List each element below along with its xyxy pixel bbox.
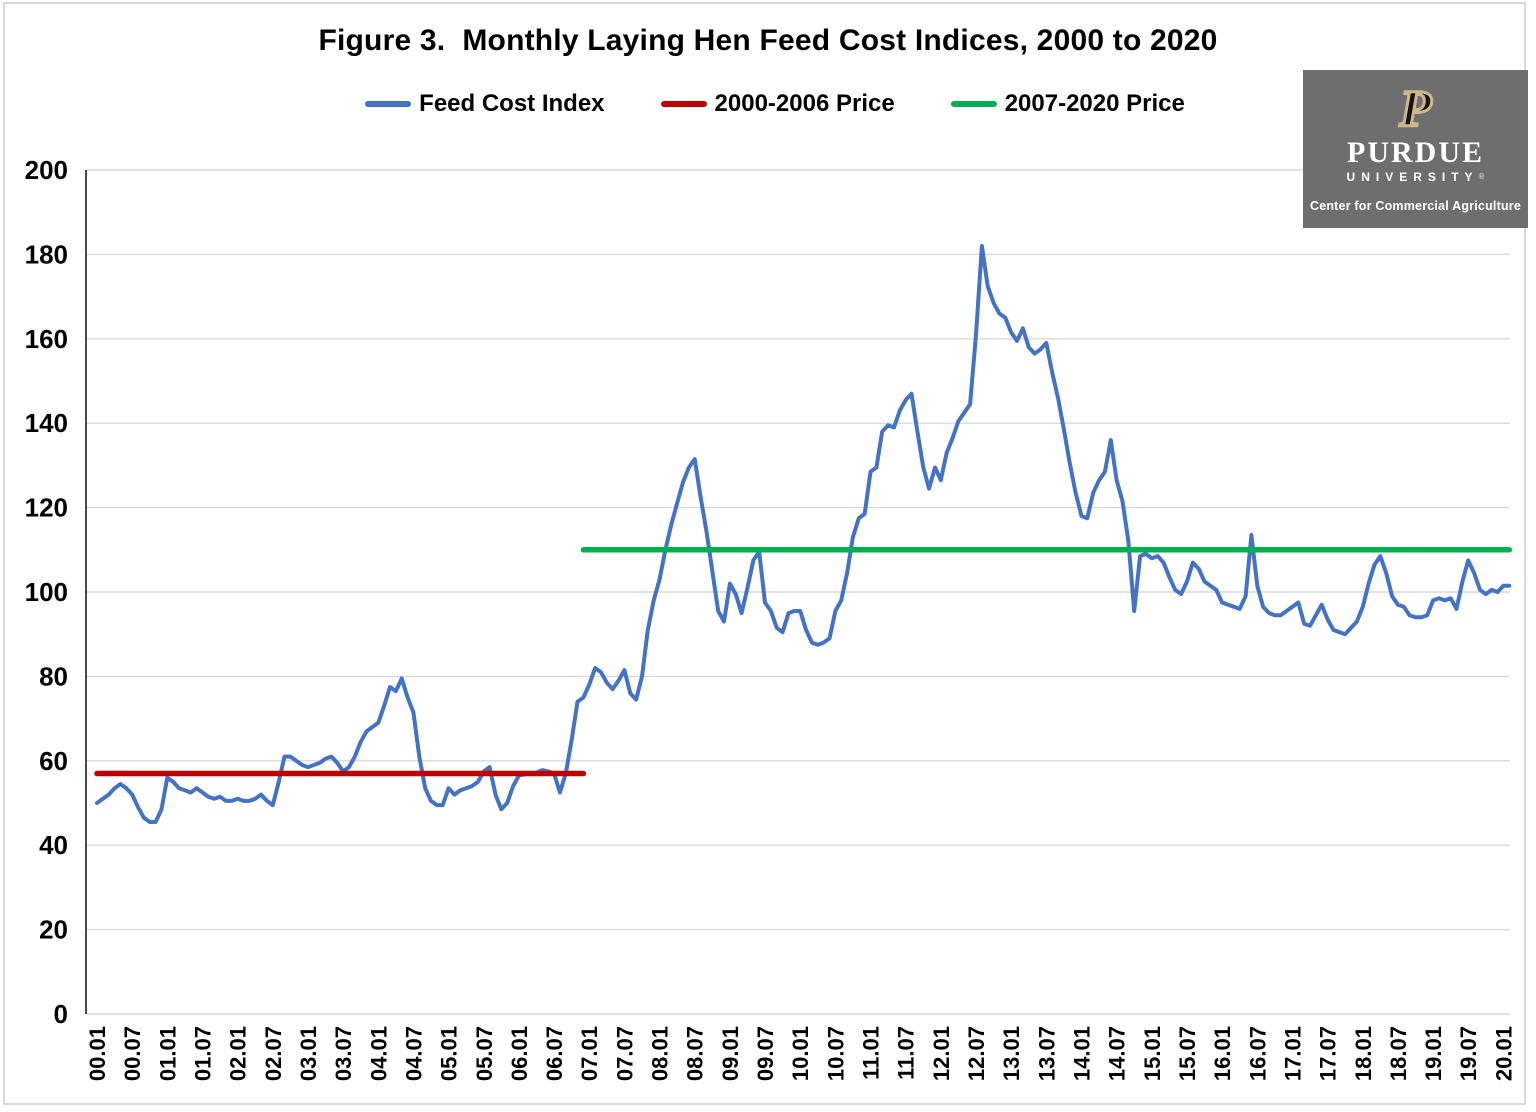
- x-tick-label: 00.01: [85, 1026, 110, 1081]
- y-tick-label: 0: [54, 999, 68, 1029]
- x-tick-label: 07.07: [612, 1026, 637, 1081]
- y-tick-label: 60: [39, 746, 68, 776]
- x-tick-label: 09.07: [753, 1026, 778, 1081]
- x-tick-label: 14.01: [1070, 1026, 1095, 1081]
- x-tick-label: 17.07: [1316, 1026, 1341, 1081]
- x-tick-label: 15.01: [1140, 1026, 1165, 1081]
- x-tick-label: 10.07: [823, 1026, 848, 1081]
- x-tick-label: 12.07: [964, 1026, 989, 1081]
- x-tick-label: 06.01: [507, 1026, 532, 1081]
- y-tick-label: 40: [39, 830, 68, 860]
- purdue-p-icon: P: [1398, 81, 1433, 138]
- x-tick-label: 19.01: [1421, 1026, 1446, 1081]
- x-tick-label: 19.07: [1456, 1026, 1481, 1081]
- y-tick-label: 200: [25, 155, 68, 185]
- chart-border: [3, 2, 1526, 1105]
- x-tick-label: 03.01: [296, 1026, 321, 1081]
- purdue-university-text: UNIVERSITY®: [1346, 170, 1485, 184]
- x-tick-label: 17.01: [1280, 1026, 1305, 1081]
- y-tick-label: 140: [25, 408, 68, 438]
- x-tick-label: 20.01: [1491, 1026, 1516, 1081]
- x-tick-label: 10.01: [788, 1026, 813, 1081]
- legend-line-swatch-green-icon: [950, 101, 997, 107]
- x-tick-label: 09.01: [718, 1026, 743, 1081]
- x-tick-label: 11.07: [894, 1026, 919, 1080]
- legend-item-2007-2020-price: 2007-2020 Price: [950, 90, 1185, 118]
- x-tick-label: 12.01: [929, 1026, 954, 1081]
- x-tick-label: 03.07: [331, 1026, 356, 1081]
- x-tick-label: 02.07: [261, 1026, 286, 1081]
- legend-label: 2000-2006 Price: [714, 90, 895, 117]
- purdue-wordmark: PURDUE: [1347, 136, 1484, 169]
- x-tick-label: 05.07: [472, 1026, 497, 1081]
- x-tick-label: 04.01: [366, 1026, 391, 1081]
- y-tick-label: 120: [25, 493, 68, 523]
- center-commercial-agriculture-text: Center for Commercial Agriculture: [1309, 199, 1522, 213]
- y-tick-label: 180: [25, 239, 68, 269]
- legend-item-feed-cost-index: Feed Cost Index: [365, 90, 605, 118]
- x-tick-label: 06.07: [542, 1026, 567, 1081]
- x-tick-label: 01.01: [155, 1026, 180, 1081]
- x-tick-label: 04.07: [401, 1026, 426, 1081]
- registered-mark: ®: [1478, 172, 1485, 181]
- x-tick-label: 13.01: [999, 1026, 1024, 1081]
- y-tick-label: 80: [39, 661, 68, 691]
- y-tick-label: 100: [25, 577, 68, 607]
- x-tick-label: 05.01: [437, 1026, 462, 1081]
- feed-cost-index-line: [95, 244, 1512, 824]
- x-tick-label: 14.07: [1105, 1026, 1130, 1081]
- x-tick-label: 02.01: [226, 1026, 251, 1081]
- x-tick-label: 18.01: [1351, 1026, 1376, 1081]
- x-tick-label: 11.01: [859, 1026, 884, 1080]
- x-tick-label: 18.07: [1386, 1026, 1411, 1081]
- legend-line-swatch-blue-icon: [365, 101, 412, 107]
- x-tick-label: 13.07: [1034, 1026, 1059, 1081]
- x-tick-label: 07.01: [577, 1026, 602, 1081]
- x-tick-label: 16.01: [1210, 1026, 1235, 1081]
- purdue-logo-box: P PURDUE UNIVERSITY® Center for Commerci…: [1303, 70, 1528, 228]
- chart-title: Figure 3. Monthly Laying Hen Feed Cost I…: [318, 24, 1218, 57]
- chart-legend: Feed Cost Index 2000-2006 Price 2007-202…: [0, 90, 1536, 118]
- y-tick-label: 20: [39, 915, 68, 945]
- legend-label: Feed Cost Index: [419, 90, 605, 117]
- legend-label: 2007-2020 Price: [1004, 90, 1185, 117]
- x-tick-label: 08.01: [648, 1026, 673, 1081]
- x-tick-label: 00.07: [120, 1026, 145, 1081]
- legend-item-2000-2006-price: 2000-2006 Price: [660, 90, 895, 118]
- y-tick-label: 160: [25, 324, 68, 354]
- legend-line-swatch-red-icon: [660, 101, 707, 107]
- x-tick-label: 16.07: [1245, 1026, 1270, 1081]
- x-tick-label: 08.07: [683, 1026, 708, 1081]
- x-tick-label: 15.07: [1175, 1026, 1200, 1081]
- x-tick-label: 01.07: [191, 1026, 216, 1081]
